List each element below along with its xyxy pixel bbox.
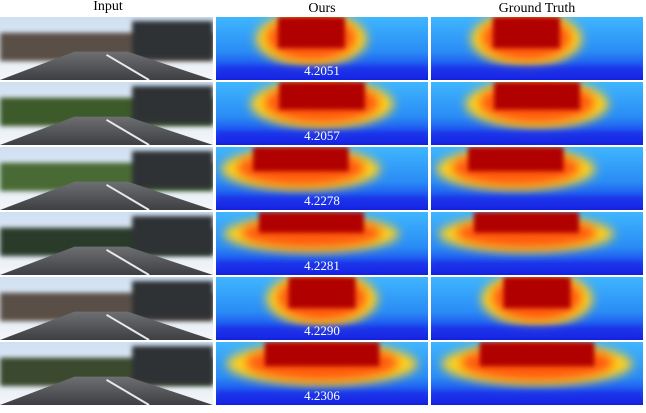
column-header: Ground Truth: [499, 1, 576, 16]
depth-near-band: [216, 261, 428, 275]
image-content: [0, 17, 213, 80]
column-header: Input: [93, 0, 123, 14]
lane-marking: [105, 248, 150, 275]
depth-far: [288, 277, 356, 309]
ground-truth-depth-map: [431, 212, 643, 275]
building: [132, 151, 213, 189]
lane-marking: [105, 53, 150, 80]
lane-marking: [105, 313, 150, 340]
map-content: [216, 277, 428, 340]
image-content: [0, 82, 213, 145]
error-score: 4.2051: [304, 63, 340, 78]
column-header: Ours: [308, 1, 335, 16]
depth-near-band: [431, 391, 643, 405]
building: [132, 281, 213, 319]
input-image: [0, 147, 213, 210]
road: [0, 51, 213, 80]
predicted-depth-map: [216, 17, 428, 80]
depth-near-band: [216, 196, 428, 210]
road: [0, 376, 213, 405]
depth-near-band: [216, 131, 428, 145]
map-content: [431, 277, 643, 340]
depth-near-band: [431, 131, 643, 145]
input-image: [0, 17, 213, 80]
predicted-depth-map: [216, 277, 428, 340]
depth-near-band: [216, 66, 428, 80]
depth-far: [279, 82, 365, 110]
depth-far: [473, 212, 579, 233]
road: [0, 181, 213, 210]
map-content: [216, 147, 428, 210]
ground-truth-depth-map: [431, 277, 643, 340]
depth-near-band: [431, 196, 643, 210]
error-score: 4.2057: [304, 128, 340, 143]
input-image: [0, 82, 213, 145]
building: [132, 21, 213, 59]
depth-far: [479, 342, 595, 367]
depth-near-band: [431, 261, 643, 275]
predicted-depth-map: [216, 147, 428, 210]
ground-truth-depth-map: [431, 342, 643, 405]
ground-truth-depth-map: [431, 82, 643, 145]
building: [132, 216, 213, 254]
depth-far: [253, 147, 349, 172]
road: [0, 246, 213, 275]
depth-far: [278, 17, 345, 49]
image-content: [0, 147, 213, 210]
predicted-depth-map: [216, 342, 428, 405]
map-content: [431, 82, 643, 145]
lane-marking: [105, 183, 150, 210]
road: [0, 116, 213, 145]
error-score: 4.2278: [304, 193, 340, 208]
map-content: [216, 212, 428, 275]
map-content: [216, 17, 428, 80]
depth-far: [494, 82, 580, 110]
depth-near-band: [431, 326, 643, 340]
input-image: [0, 342, 213, 405]
error-score: 4.2306: [304, 388, 340, 403]
building: [132, 86, 213, 124]
depth-far: [264, 342, 380, 367]
input-image: [0, 277, 213, 340]
depth-near-band: [216, 326, 428, 340]
depth-far: [468, 147, 564, 172]
map-content: [216, 82, 428, 145]
map-content: [431, 147, 643, 210]
lane-marking: [105, 378, 150, 405]
ground-truth-depth-map: [431, 17, 643, 80]
image-content: [0, 277, 213, 340]
depth-near-band: [431, 66, 643, 80]
depth-near-band: [216, 391, 428, 405]
depth-far: [258, 212, 364, 233]
predicted-depth-map: [216, 212, 428, 275]
map-content: [216, 342, 428, 405]
image-content: [0, 212, 213, 275]
building: [132, 346, 213, 384]
road: [0, 311, 213, 340]
input-image: [0, 212, 213, 275]
image-content: [0, 342, 213, 405]
map-content: [431, 342, 643, 405]
predicted-depth-map: [216, 82, 428, 145]
lane-marking: [105, 118, 150, 145]
ground-truth-depth-map: [431, 147, 643, 210]
depth-far: [503, 277, 571, 309]
error-score: 4.2281: [304, 258, 340, 273]
map-content: [431, 212, 643, 275]
map-content: [431, 17, 643, 80]
error-score: 4.2290: [304, 323, 340, 338]
depth-far: [493, 17, 560, 49]
